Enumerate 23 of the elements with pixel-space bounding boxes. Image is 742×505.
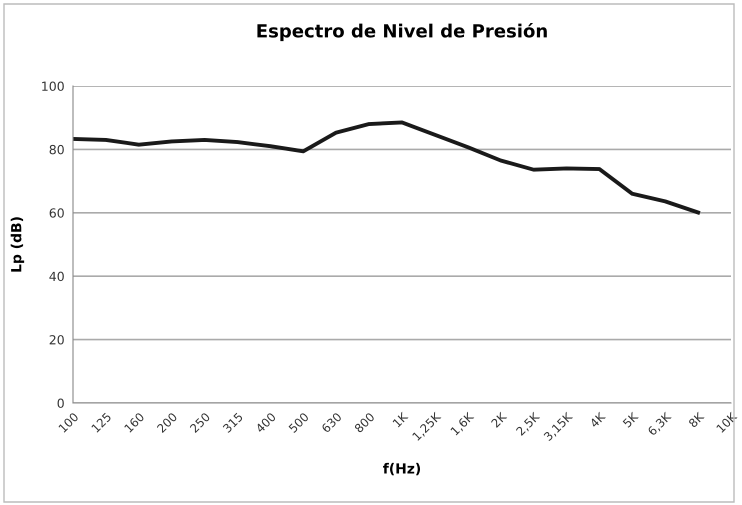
x-tick-label: 4K (589, 411, 606, 428)
x-tick-label: 250 (189, 412, 211, 434)
x-tick-label: 200 (156, 412, 178, 434)
x-tick-label: 630 (320, 412, 342, 434)
x-tick-label: 500 (288, 412, 310, 434)
y-tick-label: 40 (49, 272, 64, 282)
x-tick-label: 125 (91, 412, 112, 433)
x-tick-label: 800 (354, 412, 376, 434)
y-tick-label: 60 (50, 208, 64, 218)
x-tick-label: 1K (392, 411, 409, 428)
x-tick-label: 5K (622, 411, 639, 428)
x-tick-label: 400 (255, 412, 276, 434)
x-axis-title: f(Hz) (383, 462, 420, 476)
y-tick-label: 20 (50, 335, 64, 345)
y-tick-label: 80 (50, 144, 64, 154)
chart-title: Espectro de Nivel de Presión (257, 22, 547, 42)
y-tick-label: 0 (58, 398, 64, 408)
y-tick-label: 100 (42, 81, 64, 91)
x-tick-label: 160 (124, 412, 145, 433)
line-series (73, 120, 700, 214)
y-axis-title: Lp (dB) (10, 217, 24, 272)
x-tick-label: 8K (688, 411, 705, 428)
x-tick-label: 2K (490, 411, 508, 428)
